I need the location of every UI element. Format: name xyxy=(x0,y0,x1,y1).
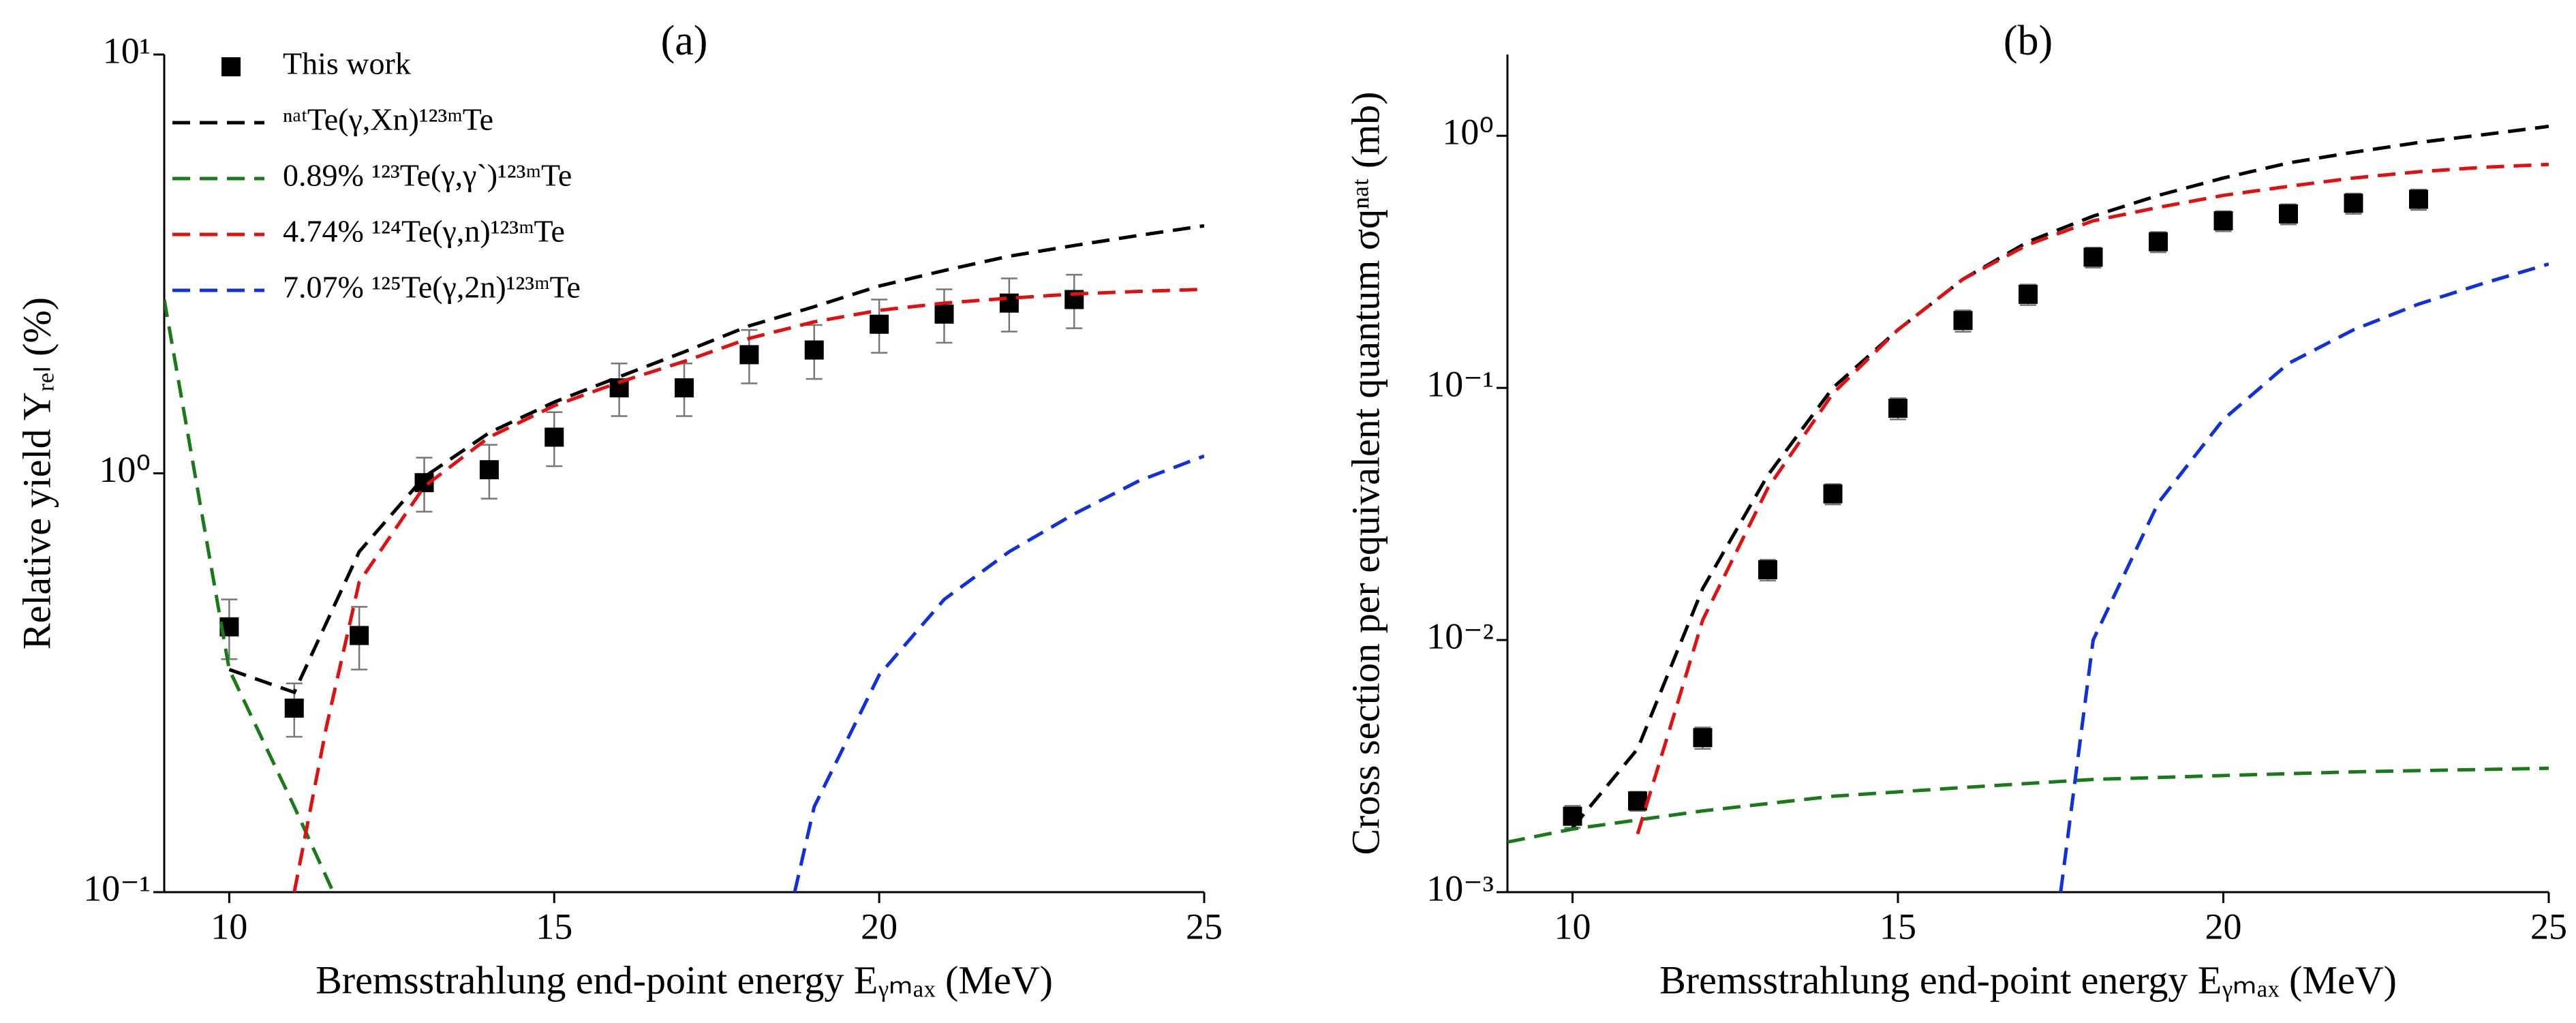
legend-label: This work xyxy=(283,46,411,81)
curve xyxy=(228,224,1204,694)
curve xyxy=(1507,766,2549,844)
x-axis-title: Bremsstrahlung end-point energy Eᵧₘₐₓ (M… xyxy=(1659,958,2397,1002)
data-point xyxy=(870,314,889,334)
data-point xyxy=(350,626,369,645)
y-tick-label: 10¹ xyxy=(103,30,151,71)
curve xyxy=(1636,162,2549,835)
panel: 10 15 20 25 10⁻¹ 10⁰ 10¹ (a) Bremsstrahlung end-… xyxy=(14,18,1223,1002)
data-point xyxy=(2409,189,2428,209)
y-tick-label: 10⁰ xyxy=(1442,112,1494,153)
legend-marker xyxy=(221,57,241,76)
data-point xyxy=(1563,806,1582,826)
data-point xyxy=(1758,560,1777,579)
x-axis-title: Bremsstrahlung end-point energy Eᵧₘₐₓ (M… xyxy=(316,958,1053,1002)
data-point xyxy=(1953,311,1973,331)
data-point xyxy=(2083,247,2103,267)
data-point xyxy=(804,340,824,360)
y-tick-label: 10⁰ xyxy=(99,449,151,490)
y-axis-title: Cross section per equivalent quantum σqⁿ… xyxy=(1343,91,1387,855)
panel-title: (a) xyxy=(661,18,708,64)
data-point xyxy=(999,293,1019,313)
legend-label: 7.07% ¹²⁵Te(γ,2n)¹²³ᵐTe xyxy=(283,270,581,305)
legend-label: ⁿᵃᵗTe(γ,Xn)¹²³ᵐTe xyxy=(283,102,493,137)
data-point xyxy=(934,304,954,324)
curve xyxy=(793,454,1204,892)
data-point xyxy=(2279,204,2298,224)
data-point xyxy=(1628,791,1647,811)
data-point xyxy=(1888,399,1907,418)
x-tick-label: 10 xyxy=(1554,906,1591,947)
x-tick-label: 15 xyxy=(1880,906,1916,947)
curve xyxy=(164,299,335,892)
data-point xyxy=(739,345,759,365)
x-tick-label: 20 xyxy=(861,906,898,947)
y-tick-label: 10⁻¹ xyxy=(1426,364,1494,405)
data-point xyxy=(545,427,564,447)
x-tick-label: 15 xyxy=(536,906,572,947)
panel: 10 15 20 25 10⁻³ 10⁻² 10⁻¹ 10⁰ (b) Bremsstrahlung… xyxy=(1343,18,2567,1002)
y-tick-label: 10⁻¹ xyxy=(83,868,151,909)
x-tick-label: 25 xyxy=(1186,906,1223,947)
data-point xyxy=(479,460,499,480)
data-point xyxy=(675,378,694,398)
y-tick-label: 10⁻³ xyxy=(1426,868,1494,909)
curve xyxy=(1571,124,2549,829)
x-tick-label: 25 xyxy=(2530,906,2567,947)
legend-label: 4.74% ¹²⁴Te(γ,n)¹²³ᵐTe xyxy=(283,214,565,249)
y-tick-label: 10⁻² xyxy=(1426,615,1494,656)
data-point xyxy=(1693,728,1713,748)
data-point xyxy=(2344,194,2363,213)
x-tick-label: 10 xyxy=(211,906,247,947)
curve xyxy=(2059,262,2549,892)
data-point xyxy=(2149,232,2168,251)
data-point xyxy=(2213,211,2233,230)
data-point xyxy=(284,699,304,718)
data-point xyxy=(1823,484,1843,504)
x-tick-label: 20 xyxy=(2205,906,2242,947)
y-axis-title: Relative yield Yᵣₑₗ (%) xyxy=(14,297,59,650)
data-point xyxy=(2019,284,2038,304)
legend-label: 0.89% ¹²³Te(γ,γ`)¹²³ᵐTe xyxy=(283,158,572,193)
panel-title: (b) xyxy=(2004,18,2053,64)
